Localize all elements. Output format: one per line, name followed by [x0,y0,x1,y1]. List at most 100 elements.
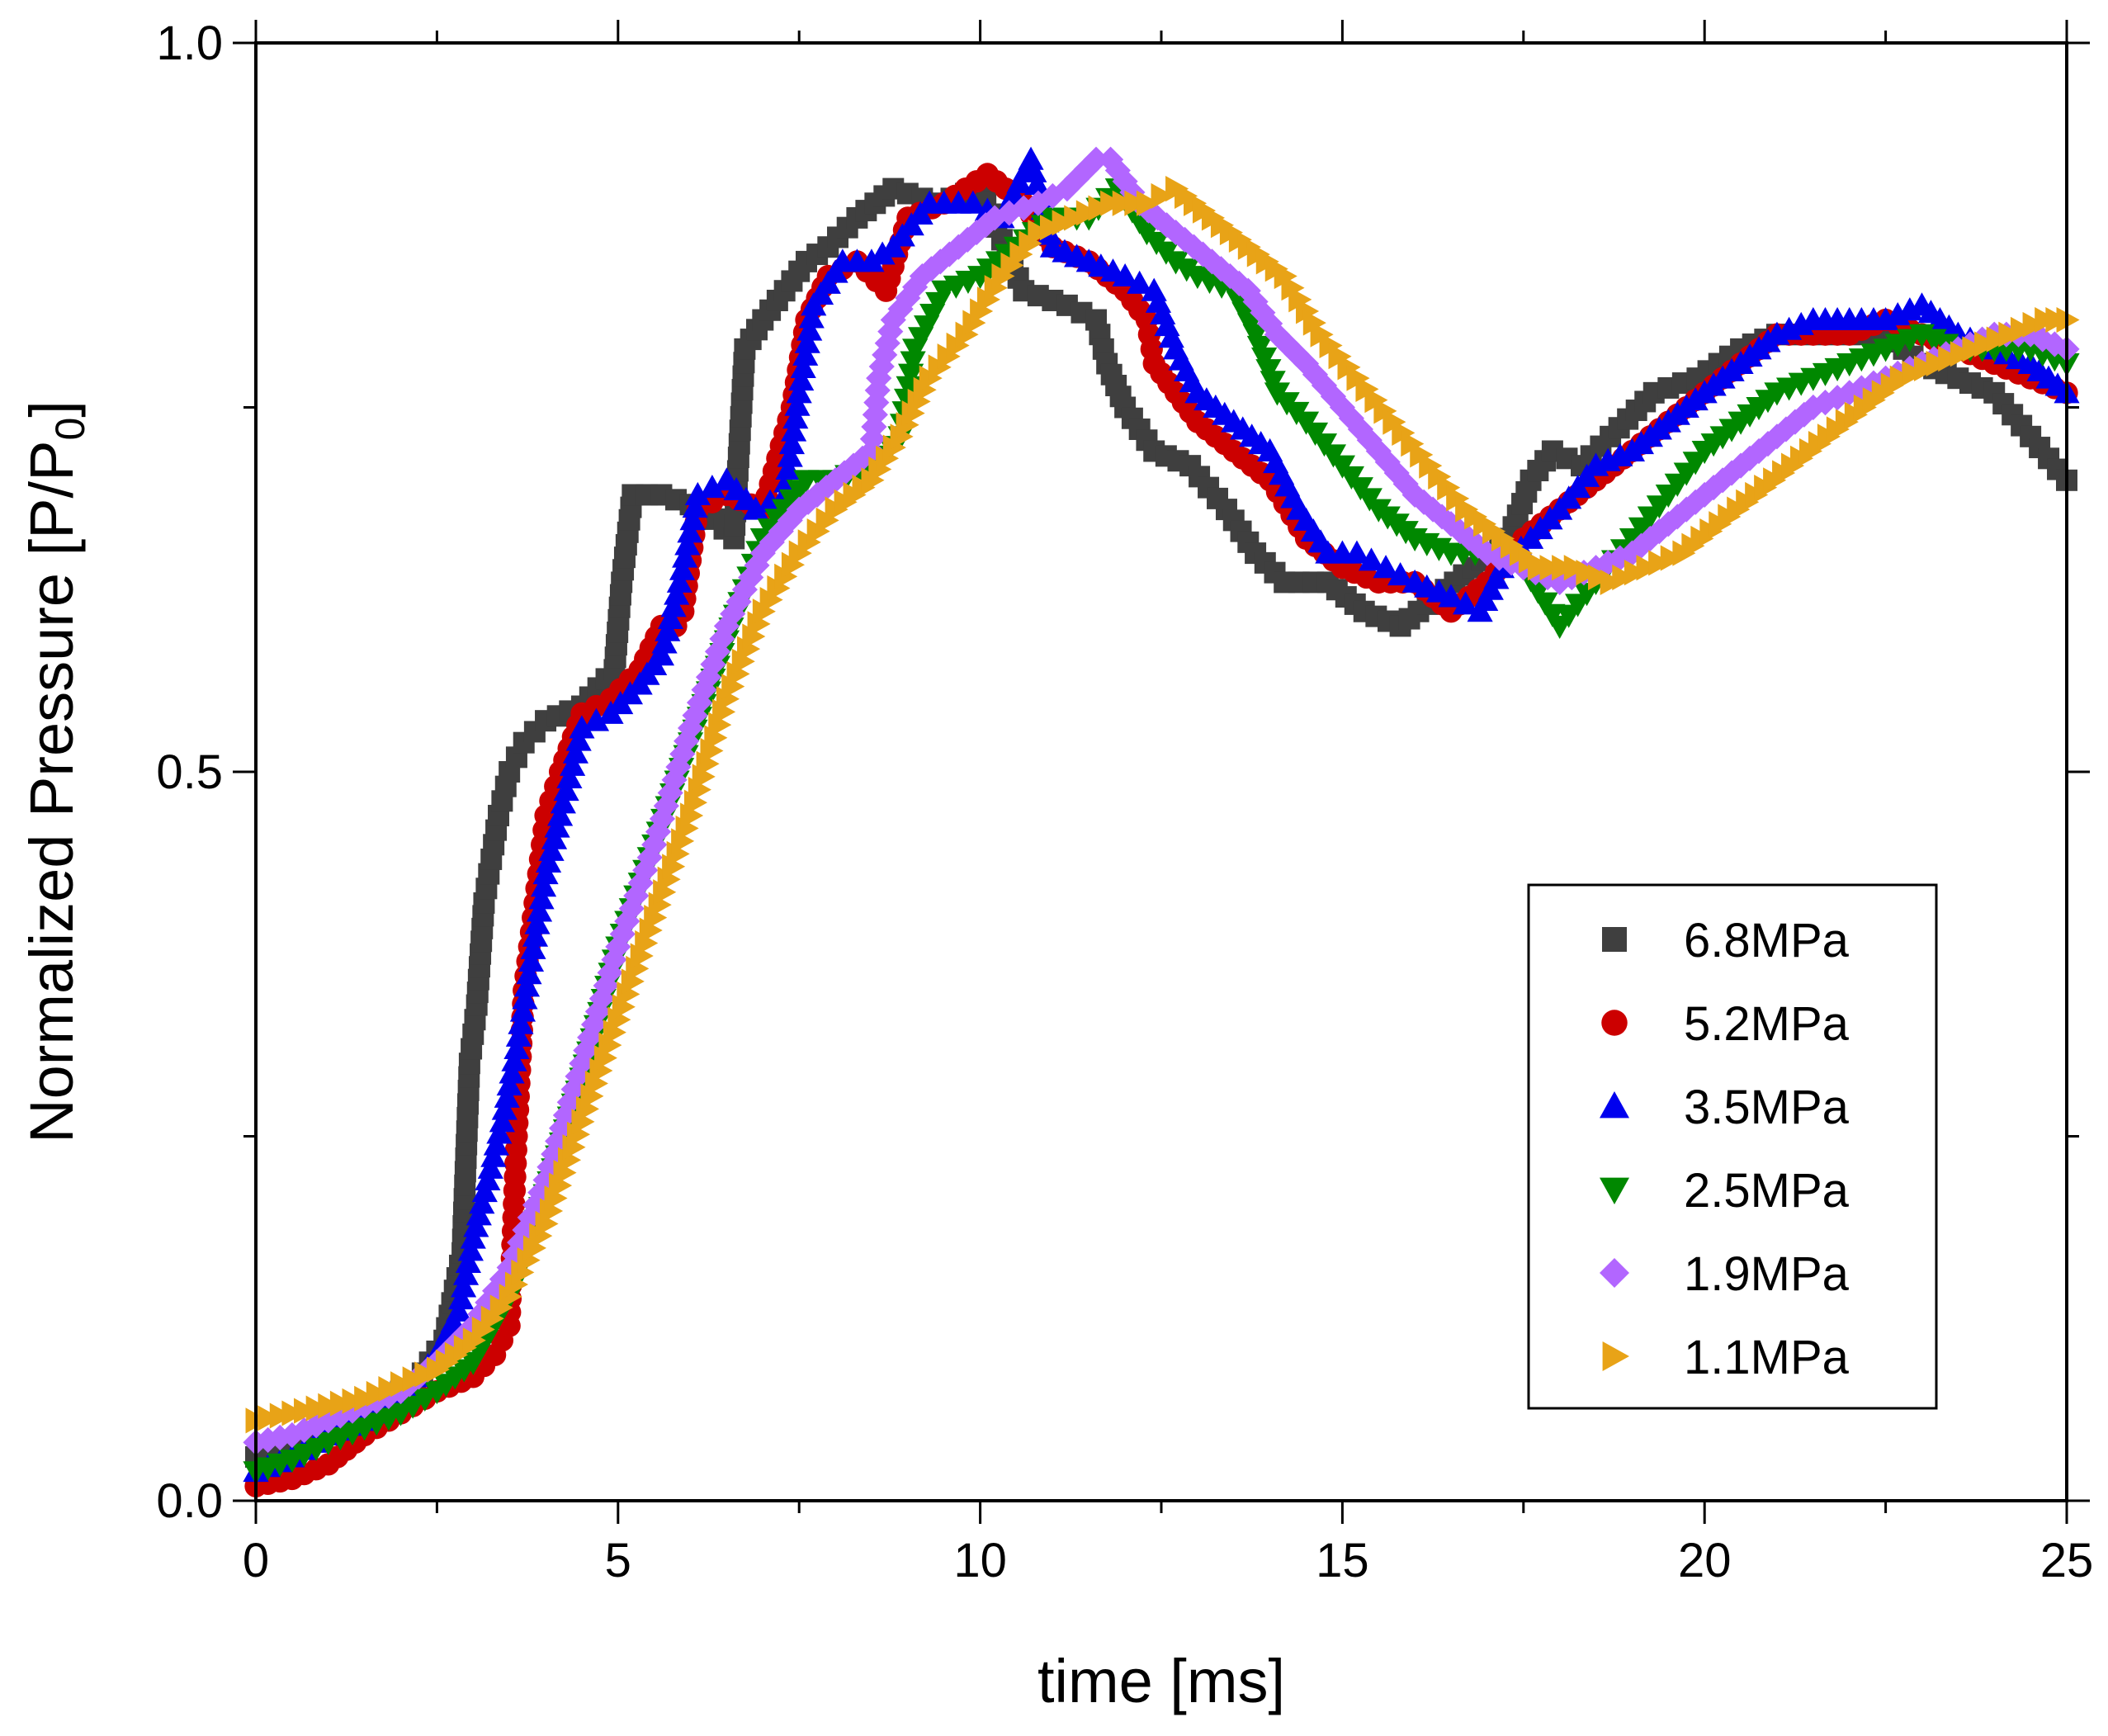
data-point [1162,251,1189,275]
data-point [890,423,914,450]
data-point [970,298,994,324]
data-point [508,1010,534,1034]
legend-marker [1600,1091,1629,1119]
data-point [1104,157,1131,184]
data-point [627,870,654,896]
series-1.1MPa [245,176,2080,1434]
data-point [742,496,769,520]
data-point [858,248,885,272]
data-point [682,494,708,518]
data-point [651,630,678,654]
data-point [1486,545,1513,571]
data-point [450,1274,477,1298]
data-point [457,1237,484,1261]
data-point [1119,179,1146,206]
data-point [1600,569,1624,596]
data-point [530,873,557,897]
x-tick-labels: 0 5 10 15 20 25 [243,1534,2093,1587]
legend-label: 1.9MPa [1684,1247,1850,1301]
data-point [777,507,803,533]
data-point [1039,215,1064,241]
data-point [466,1202,492,1226]
data-point [1242,324,1269,348]
data-point [1373,555,1399,579]
data-point [720,601,746,627]
data-point [794,329,820,353]
y-axis-title-subscript: 0 [47,418,93,441]
legend-label: 3.5MPa [1684,1081,1850,1134]
legend-label: 2.5MPa [1684,1164,1850,1218]
data-point [560,752,586,776]
data-point [477,1155,503,1179]
data-point [877,319,904,345]
data-point [1028,219,1052,246]
legend-label: 5.2MPa [1684,997,1850,1051]
data-point [1950,341,1973,367]
data-point [1938,346,1962,372]
data-point [512,986,538,1010]
data-point [565,727,592,751]
data-point [1998,321,2022,348]
data-point [556,764,583,789]
data-point [562,740,588,764]
data-point [902,274,929,300]
data-point [1264,321,1291,348]
x-axis-title: time [ms] [1037,1647,1285,1715]
data-point [775,456,801,480]
data-point [1365,438,1392,465]
data-point [469,1190,495,1214]
data-point [516,961,542,985]
data-point [1052,210,1075,236]
data-point [792,342,819,366]
data-point [520,935,546,959]
data-point [387,1403,414,1426]
data-point [1064,205,1088,231]
data-point [744,552,770,579]
data-point [512,1217,538,1243]
data-point [1075,200,1099,226]
x-tick-label: 10 [953,1534,1007,1587]
data-point [1083,146,1109,173]
data-point [303,1412,329,1439]
data-point [553,778,579,802]
data-point [868,456,892,483]
data-point [518,948,545,972]
data-point [1848,375,1874,401]
legend-marker [1602,1341,1629,1371]
data-point [1636,555,1660,581]
data-point [538,837,565,861]
data-point [1281,275,1305,301]
data-point [945,234,971,260]
data-point [412,1388,438,1412]
data-point [471,1179,498,1203]
data-point [1153,212,1180,239]
data-point [704,638,731,665]
data-point [526,898,553,922]
data-point [976,286,1000,313]
data-point [1764,423,1790,450]
data-point [452,1261,480,1285]
data-point [1288,286,1312,313]
data-point [645,819,672,845]
data-point [1962,336,1986,362]
data-point [1021,158,1047,182]
data-point [1296,298,1320,324]
data-point [536,1154,563,1180]
data-point [565,1063,591,1090]
data-point [342,1388,366,1414]
data-point [790,354,816,379]
data-point [339,1398,366,1424]
data-point [1926,350,1950,377]
series-layer [243,146,2080,1497]
data-point [269,1403,293,1429]
data-point [414,1361,438,1388]
data-point [1612,564,1636,591]
data-point [1438,584,1464,608]
data-point [786,380,812,404]
legend-marker [1602,927,1627,952]
data-point [1655,511,1681,537]
data-point [954,226,981,253]
data-point [1889,365,1913,391]
data-point [1251,347,1278,371]
data-point [649,806,676,832]
